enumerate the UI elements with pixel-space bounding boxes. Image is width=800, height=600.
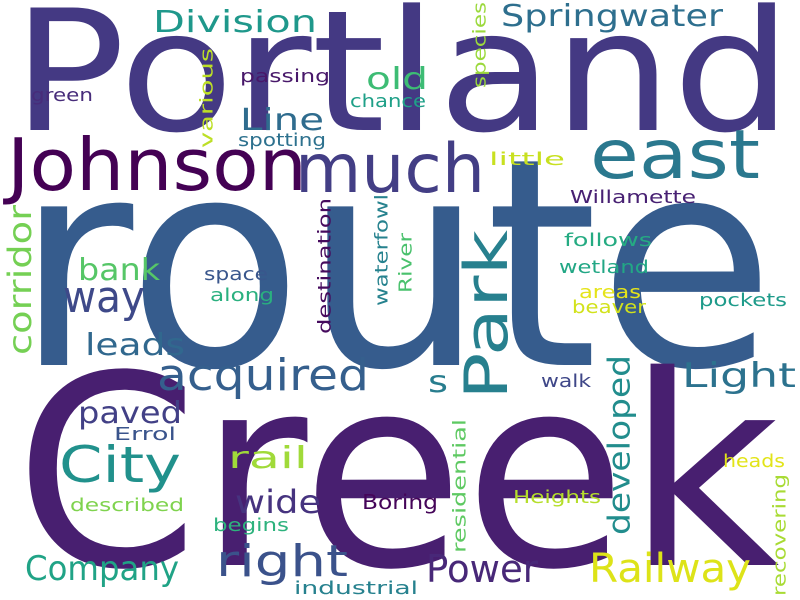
word-route: route (15, 97, 775, 434)
word-johnson: Johnson (3, 123, 307, 207)
word-various: spotting (238, 130, 326, 151)
word-pockets: pockets (699, 290, 787, 311)
word-leads: leads (85, 328, 185, 363)
word-park: Park (452, 230, 522, 400)
word-wetland: wetland (559, 257, 649, 278)
word-walk: walk (541, 371, 592, 392)
word-areas: areas (579, 282, 641, 303)
word-light: Light (682, 356, 796, 396)
word-springwater: Springwater (501, 0, 724, 34)
word-division: Division (153, 5, 317, 40)
word-heads: heads (723, 451, 785, 472)
word-destination: destination (315, 198, 336, 334)
word-wide: wide (235, 483, 321, 521)
word-described: described (70, 495, 184, 516)
word-rail: rail (228, 441, 308, 476)
word-portland: Portland (12, 0, 792, 170)
word-boring: Boring (362, 490, 438, 514)
word-line: Line (240, 103, 324, 138)
word-heights: Heights (513, 487, 601, 508)
word-recovering: recovering (770, 474, 791, 596)
word-species: species (470, 2, 491, 88)
word-waterfowl: waterfowl (372, 194, 393, 306)
word-company: Company (25, 549, 179, 589)
word-creek: Creek (15, 320, 780, 600)
word-city: City (59, 436, 181, 494)
word-green: green (31, 85, 93, 106)
word-developed: developed (603, 355, 638, 535)
word-begins: begins (213, 515, 289, 536)
word-willamette: Willamette (570, 187, 696, 208)
word-s: s (428, 365, 448, 400)
word-chance: chance (350, 91, 426, 112)
word-paved: paved (78, 396, 182, 431)
word-old: old (366, 62, 428, 97)
word-residential: residential (450, 419, 471, 553)
word-power: Power (426, 547, 538, 591)
word-space: space (204, 264, 268, 285)
word-industrial: industrial (294, 578, 418, 599)
word-spotting: various (197, 48, 218, 148)
word-way: way (63, 272, 145, 323)
word-corridor: corridor (1, 204, 39, 355)
word-beaver: beaver (572, 297, 647, 318)
word-acquired: acquired (157, 350, 369, 401)
word-railway: Railway (589, 546, 751, 592)
word-river: River (396, 232, 417, 293)
word-little: little (489, 149, 565, 170)
word-passing: passing (240, 66, 330, 87)
word-east: east (590, 116, 760, 195)
word-much: much (295, 130, 485, 209)
word-along: along (210, 285, 274, 306)
word-errol: Errol (114, 424, 176, 445)
word-follows: follows (564, 230, 652, 251)
word-bank: bank (78, 253, 161, 288)
word-right: right (216, 536, 348, 587)
